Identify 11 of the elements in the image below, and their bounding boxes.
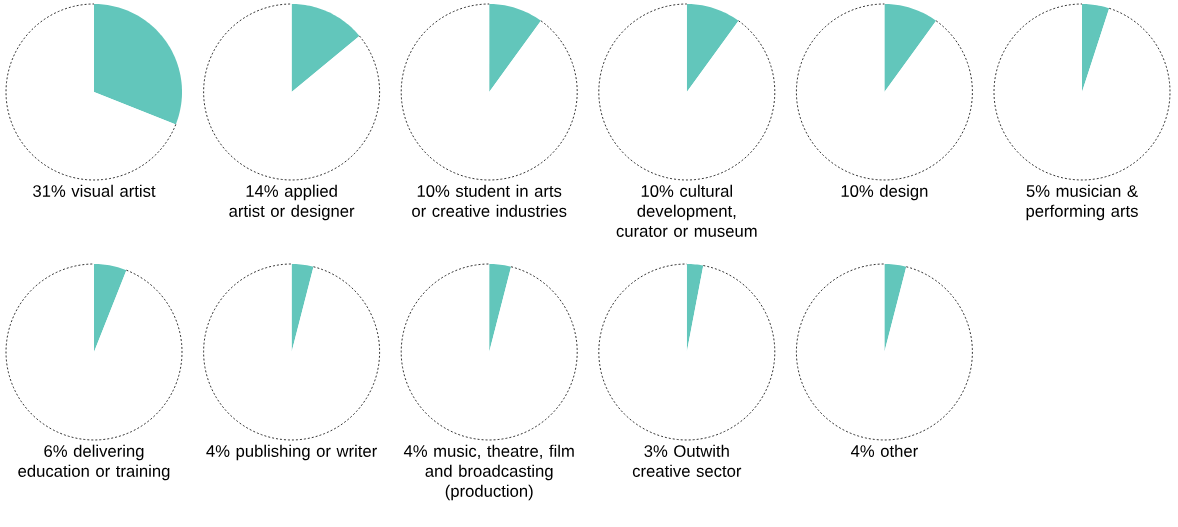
text: 10% cultural development, curator or museum (616, 184, 757, 237)
text: 10% design (841, 184, 928, 201)
text: 5% musician & performing arts (1026, 184, 1138, 221)
text: 4% music, theatre, film and broadcasting (production) (403, 444, 574, 501)
text: 10% student in arts or creative industries (412, 184, 567, 217)
text: 6% delivering education or training (18, 444, 170, 481)
text: 4% publishing or writer (206, 444, 377, 461)
text: 4% other (850, 444, 918, 457)
text: 31% visual artist (33, 184, 156, 197)
text: 3% Outwith creative sector (632, 444, 742, 477)
text: 14% applied artist or designer (229, 184, 355, 221)
